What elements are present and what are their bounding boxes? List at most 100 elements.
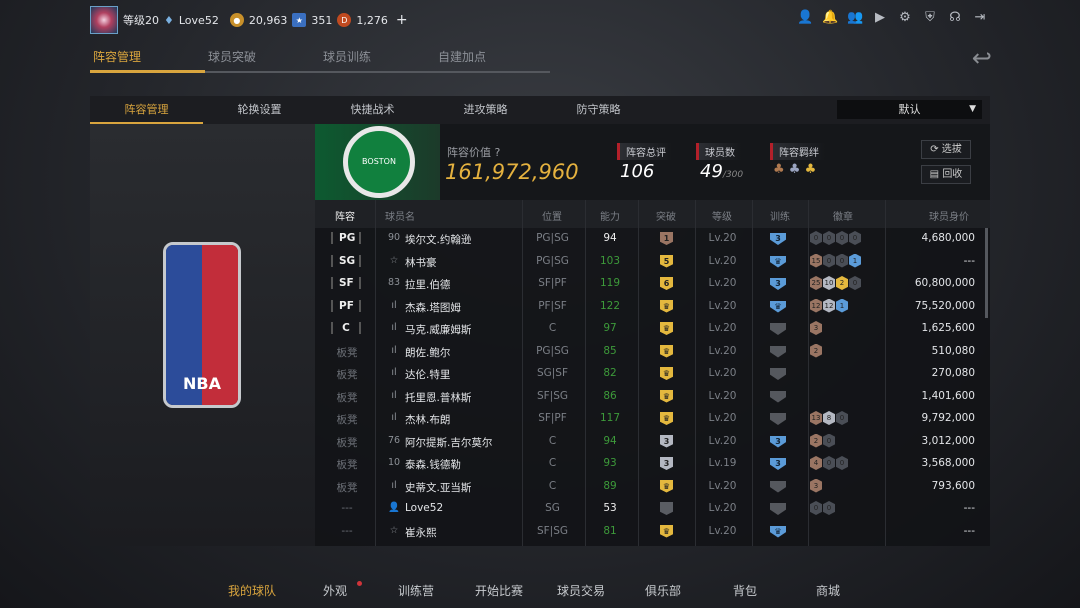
table-row[interactable]: SF 83 拉里.伯德 SF|PF 119 6 Lv.20 3 25 10 2 0 60,800,000: [315, 273, 985, 296]
bell-icon[interactable]: 🔔: [822, 10, 839, 25]
table-row[interactable]: --- 👤 Love52 SG 53 Lv.20 0 0 ---: [315, 498, 985, 521]
player-name: 马克.威廉姆斯: [405, 324, 472, 336]
player-ability: 119: [599, 277, 621, 289]
nav-start-game[interactable]: 开始比赛: [475, 584, 524, 598]
badge-silver: 10: [823, 276, 835, 290]
training-badge: 3: [770, 458, 786, 470]
tab-player-training[interactable]: 球员训练: [320, 48, 435, 73]
tab-lineup-management[interactable]: 阵容管理: [90, 48, 205, 73]
back-arrow-icon[interactable]: ↩: [971, 44, 992, 72]
table-row[interactable]: 板凳 ıl 达伦.特里 SG|SF 82 ♛ Lv.20 270,080: [315, 363, 985, 386]
lineup-slot: PF: [331, 299, 361, 312]
col-ability[interactable]: 能力: [600, 212, 620, 223]
col-training[interactable]: 训练: [770, 212, 790, 223]
table-row[interactable]: PF ıl 杰森.塔图姆 PF|SF 122 ♛ Lv.20 ♛ 12 12 1 75,520,000: [315, 296, 985, 319]
breakthrough-badge: ♛: [660, 322, 673, 335]
player-level: Lv.20: [708, 367, 737, 379]
player-value: ---: [963, 254, 975, 267]
badge-dark: 0: [836, 253, 848, 268]
shield-icon[interactable]: ⛨: [925, 10, 935, 25]
col-lineup[interactable]: 阵容: [335, 212, 355, 223]
tab-custom-points[interactable]: 自建加点: [435, 48, 550, 73]
subtab-lineup[interactable]: 阵容管理: [90, 96, 203, 124]
player-ability: 85: [603, 344, 617, 357]
training-badge: [770, 413, 786, 425]
rating-value: 106: [620, 161, 655, 182]
recycle-button[interactable]: ▤ 回收: [921, 165, 971, 184]
table-scrollbar[interactable]: [985, 228, 988, 318]
badge-bronze: 3: [810, 321, 822, 335]
player-name: 林书豪: [405, 256, 437, 269]
subtab-quick-tactics[interactable]: 快捷战术: [350, 103, 395, 116]
col-badges[interactable]: 徽章: [833, 212, 853, 223]
player-name: 达伦.特里: [405, 369, 451, 381]
nav-appearance[interactable]: 外观: [323, 584, 348, 598]
headset-icon[interactable]: ☊: [949, 10, 961, 25]
nav-backpack[interactable]: 背包: [733, 584, 758, 598]
lineup-slot: 板凳: [336, 481, 358, 494]
breakthrough-badge: ♛: [660, 524, 673, 538]
table-row[interactable]: 板凳 76 阿尔提斯.吉尔莫尔 C 94 3 Lv.20 3 2 0 3,012,000: [315, 431, 985, 454]
breakthrough-badge: ♛: [660, 412, 673, 425]
chemistry-icons[interactable]: ♣ ♣ ♣: [773, 162, 817, 177]
table-row[interactable]: 板凳 ıl 史蒂文.亚当斯 C 89 ♛ Lv.20 3 793,600: [315, 476, 985, 499]
training-badge: ♛: [770, 525, 786, 538]
nav-player-trade[interactable]: 球员交易: [557, 584, 606, 598]
video-icon[interactable]: ▶: [875, 10, 885, 25]
notification-dot: [357, 581, 362, 586]
select-button[interactable]: ⟳ 选拔: [921, 140, 971, 159]
player-prefix-icon: ıl: [391, 412, 397, 423]
player-count-label: 球员数: [696, 143, 741, 160]
col-value[interactable]: 球员身价: [929, 212, 969, 223]
badge-list: 3: [810, 321, 823, 335]
player-value: ---: [963, 502, 975, 514]
add-currency-button[interactable]: +: [395, 12, 408, 28]
avatar[interactable]: [90, 6, 118, 34]
player-ability: 82: [603, 367, 617, 379]
subtab-defense[interactable]: 防守策略: [576, 103, 621, 116]
player-table: PG 90 埃尔文.约翰逊 PG|SG 94 1 Lv.20 3 0 0 0 0 4,680,000 SG…: [315, 228, 985, 546]
preset-dropdown[interactable]: 默认 ▼: [837, 100, 982, 119]
help-icon[interactable]: ?: [494, 146, 501, 159]
table-row[interactable]: 板凳 ıl 朗佐.鲍尔 PG|SG 85 ♛ Lv.20 2 510,080: [315, 341, 985, 364]
col-position[interactable]: 位置: [542, 212, 562, 223]
gear-icon[interactable]: ⚙: [899, 10, 911, 25]
nav-club[interactable]: 俱乐部: [645, 584, 682, 598]
nav-my-team[interactable]: 我的球队: [228, 584, 277, 598]
table-row[interactable]: --- ☆ 崔永熙 SF|SG 81 ♛ Lv.20 ♛ ---: [315, 521, 985, 544]
table-row[interactable]: PG 90 埃尔文.约翰逊 PG|SG 94 1 Lv.20 3 0 0 0 0 4,680,000: [315, 228, 985, 251]
breakthrough-badge: 3: [660, 457, 673, 470]
bottom-nav: 我的球队 外观 训练营 开始比赛 球员交易 俱乐部 背包 商城: [0, 578, 1080, 608]
breakthrough-badge: ♛: [660, 389, 673, 403]
table-row[interactable]: SG ☆ 林书豪 PG|SG 103 5 Lv.20 ♛ 15 0 0 1 ---: [315, 251, 985, 274]
player-level: Lv.20: [708, 299, 737, 312]
col-level[interactable]: 等级: [712, 212, 732, 223]
subtab-offense[interactable]: 进攻策略: [463, 103, 508, 116]
tab-player-breakthrough[interactable]: 球员突破: [205, 48, 320, 73]
badge-bronze: 13: [810, 411, 822, 425]
player-value: ---: [963, 524, 975, 537]
breakthrough-badge: ♛: [660, 367, 673, 380]
player-position: SG|SF: [536, 367, 569, 379]
nav-shop[interactable]: 商城: [816, 584, 841, 598]
player-level: Lv.20: [708, 502, 737, 514]
player-name: 托里恩.普林斯: [405, 391, 472, 404]
table-row[interactable]: 板凳 10 泰森.钱德勒 C 93 3 Lv.19 3 4 0 0 3,568,000: [315, 453, 985, 476]
table-row[interactable]: 板凳 ıl 托里恩.普林斯 SF|SG 86 ♛ Lv.20 1,401,600: [315, 386, 985, 409]
table-row[interactable]: 板凳 ıl 杰林.布朗 SF|PF 117 ♛ Lv.20 13 8 0 9,792,000: [315, 408, 985, 431]
friends-icon[interactable]: 👥: [847, 10, 864, 25]
nav-training-camp[interactable]: 训练营: [398, 584, 435, 598]
col-breakthrough[interactable]: 突破: [656, 212, 676, 223]
coins-value: 20,963: [248, 13, 288, 27]
refresh-icon: ⟳: [930, 144, 939, 155]
lineup-slot: PG: [331, 232, 361, 244]
logout-icon[interactable]: ⇥: [974, 10, 986, 25]
badge-blue: 1: [836, 298, 848, 313]
player-ability: 81: [603, 524, 617, 537]
lineup-slot: C: [331, 322, 361, 334]
player-name: 杰林.布朗: [405, 414, 451, 426]
user-icon[interactable]: 👤: [797, 10, 814, 25]
subtab-rotation[interactable]: 轮换设置: [237, 103, 282, 116]
player-level: Lv.20: [708, 254, 737, 267]
